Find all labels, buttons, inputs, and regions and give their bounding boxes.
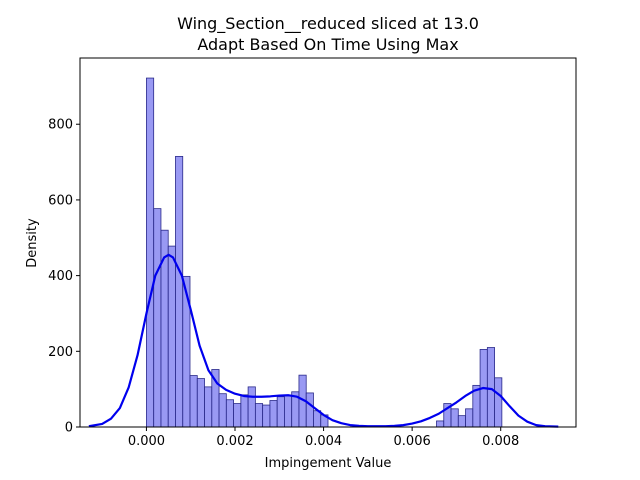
histogram-bars [146, 77, 503, 428]
histogram-bar [218, 393, 227, 428]
x-axis-label: Impingement Value [265, 456, 392, 471]
kde-curve [88, 253, 559, 428]
histogram-bar [189, 375, 198, 428]
histogram-bar [457, 415, 466, 428]
histogram-bar [175, 155, 184, 428]
y-axis-label: Density [25, 218, 40, 268]
histogram-bar [240, 394, 249, 428]
histogram-bar [305, 392, 314, 428]
chart-title-line1: Wing_Section__reduced sliced at 13.0 [177, 14, 479, 34]
histogram-bar [153, 208, 162, 428]
kde-line [88, 253, 559, 428]
x-tick-label: 0.002 [216, 434, 253, 449]
histogram-bar [254, 403, 264, 428]
histogram-bar [247, 386, 256, 428]
histogram-bar [262, 404, 271, 428]
x-tick-label: 0.000 [128, 434, 165, 449]
y-tick-label: 0 [65, 421, 73, 436]
histogram-bar [167, 245, 176, 428]
histogram-bar [276, 396, 285, 428]
histogram-bar [436, 420, 445, 428]
histogram-bar [494, 377, 503, 428]
x-tick-label: 0.006 [394, 434, 431, 449]
histogram-bar [465, 408, 474, 428]
histogram-bar [233, 403, 242, 428]
histogram-bar [196, 378, 205, 428]
chart-title-line2: Adapt Based On Time Using Max [197, 35, 458, 54]
histogram-bar [450, 408, 459, 428]
x-axis-ticks: 0.000 0.002 0.004 0.006 0.008 [128, 427, 519, 449]
x-tick-label: 0.008 [482, 434, 519, 449]
plot-frame [79, 57, 577, 428]
y-axis-ticks: 0 200 400 600 800 [48, 118, 80, 436]
histogram-bar [486, 347, 495, 428]
y-tick-label: 600 [48, 193, 73, 208]
histogram-bar [269, 400, 278, 428]
y-tick-label: 200 [48, 345, 73, 360]
histogram-bar [146, 77, 155, 428]
histogram-bar [284, 395, 293, 428]
histogram-bar [225, 399, 234, 428]
y-tick-label: 400 [48, 269, 73, 284]
histogram-bar [204, 386, 213, 428]
y-tick-label: 800 [48, 118, 73, 133]
x-tick-label: 0.004 [305, 434, 342, 449]
